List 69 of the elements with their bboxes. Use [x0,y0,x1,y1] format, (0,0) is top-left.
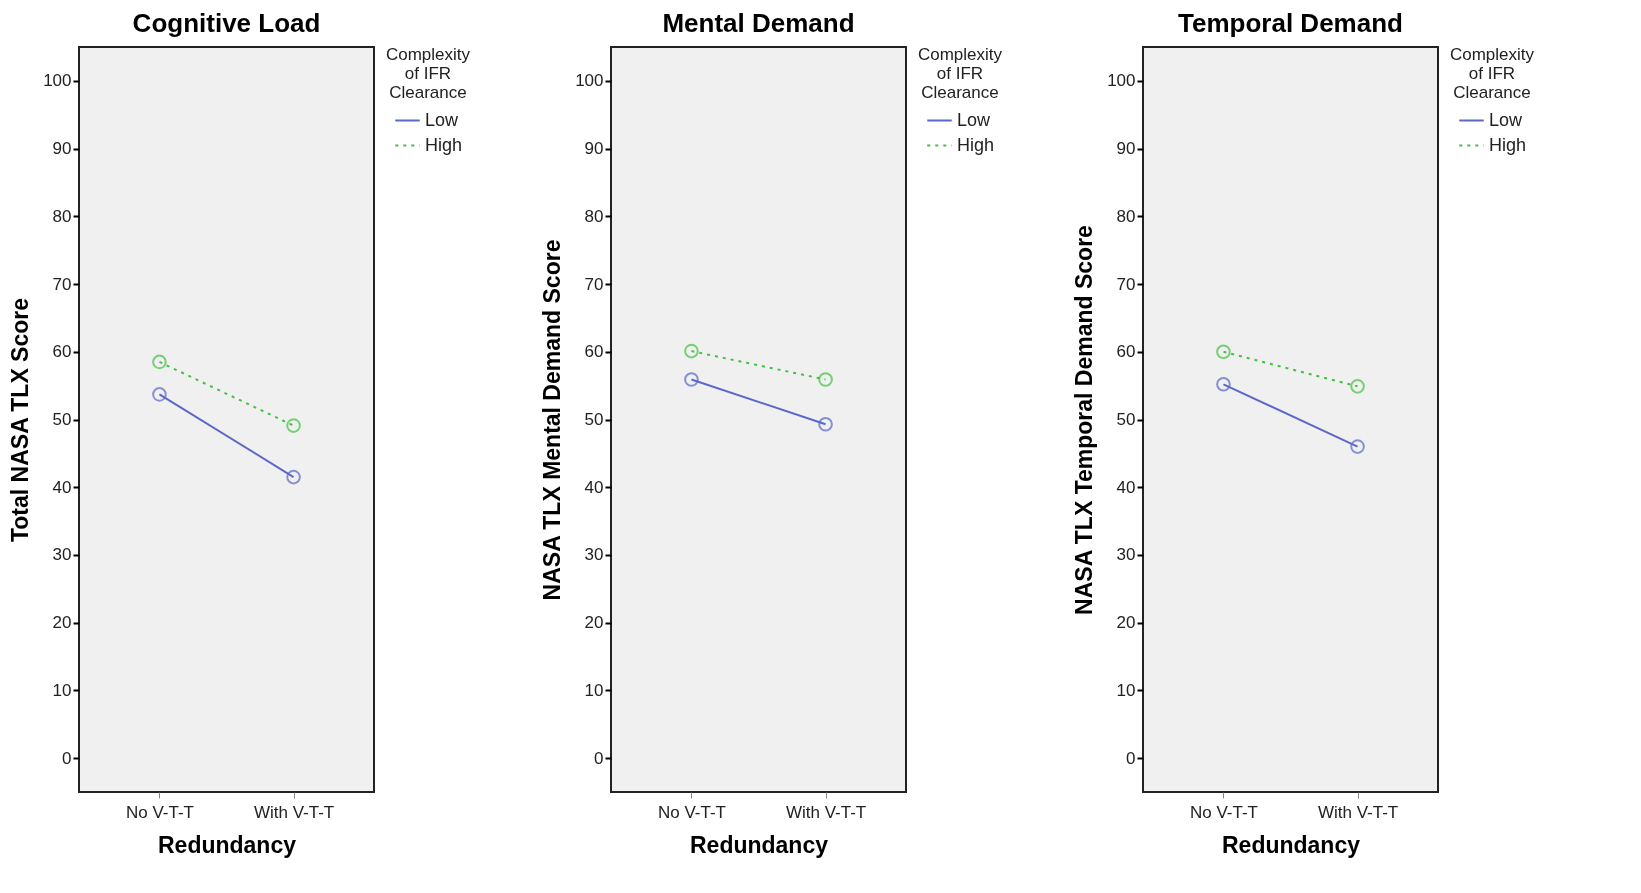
point [152,387,167,402]
legend-label: High [1489,134,1527,155]
y-tick-label: 10 [584,680,604,700]
y-tick-label: 70 [1116,274,1136,294]
x-tick-label: No V-T-T [125,802,194,822]
point [818,372,833,387]
legend-label: Low [957,109,992,130]
y-tick-label: 60 [52,342,72,362]
y-tick-label: 100 [43,71,72,91]
x-tick-label: No V-T-T [657,802,726,822]
y-tick-label: 80 [52,206,72,226]
y-tick-label: 30 [584,545,604,565]
x-tick-label: No V-T-T [1189,802,1258,822]
point [286,418,301,433]
chart-title: Cognitive Load [132,8,321,38]
y-tick-label: 90 [52,139,72,159]
point [152,354,167,370]
y-tick-label: 50 [1116,410,1136,429]
y-tick-label: 30 [52,545,72,565]
y-tick-label: 40 [52,477,72,497]
y-axis-title: NASA TLX Mental Demand Score [539,239,566,601]
y-tick-label: 20 [1116,613,1136,633]
x-tick-label: With V-T-T [253,802,335,822]
x-tick-label: With V-T-T [1317,802,1399,822]
legend-label: Low [1489,109,1524,130]
y-tick-label: 10 [1116,680,1136,700]
legend-label: High [425,134,463,155]
legend-title: Complexity of IFR Clearance [1449,45,1535,102]
y-tick-label: 40 [584,477,604,497]
point [1216,344,1231,360]
y-tick-label: 80 [1116,206,1136,226]
y-tick-label: 20 [584,613,604,633]
y-tick-label: 40 [1116,477,1136,497]
point [1350,379,1365,394]
x-tick-label: With V-T-T [785,802,867,822]
y-tick-label: 100 [575,71,604,91]
y-tick-label: 20 [52,613,72,633]
x-axis-title: Redundancy [689,831,829,858]
y-tick-label: 90 [1116,139,1136,159]
point [1350,439,1365,454]
y-tick-label: 50 [584,410,604,429]
y-tick-label: 70 [584,274,604,294]
point [818,416,833,432]
chart-title: Mental Demand [662,8,855,38]
y-tick-label: 0 [62,748,72,768]
y-tick-label: 60 [584,342,604,362]
y-tick-label: 100 [1107,71,1136,91]
y-tick-label: 50 [52,410,72,429]
y-tick-label: 60 [1116,342,1136,362]
y-tick-label: 70 [52,274,72,294]
y-axis-title: NASA TLX Temporal Demand Score [1071,225,1098,615]
y-tick-label: 0 [594,748,604,768]
y-tick-label: 80 [584,206,604,226]
point [684,372,699,387]
legend-label: High [957,134,995,155]
x-axis-title: Redundancy [1221,831,1361,858]
chart-title: Temporal Demand [1178,8,1403,38]
point [1216,376,1231,392]
x-axis-title: Redundancy [157,831,297,858]
y-tick-label: 10 [52,680,72,700]
legend-label: Low [425,109,460,130]
legend-title: Complexity of IFR Clearance [917,45,1003,102]
y-tick-label: 0 [1126,748,1136,768]
point [684,343,699,359]
y-tick-label: 90 [584,139,604,159]
y-axis-title: Total NASA TLX Score [7,297,34,543]
y-tick-label: 30 [1116,545,1136,565]
legend-title: Complexity of IFR Clearance [385,45,471,102]
point [286,469,301,485]
